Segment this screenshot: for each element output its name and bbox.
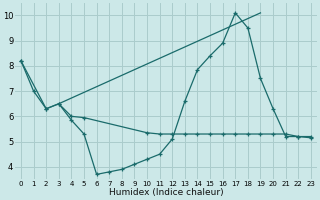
X-axis label: Humidex (Indice chaleur): Humidex (Indice chaleur) xyxy=(108,188,223,197)
